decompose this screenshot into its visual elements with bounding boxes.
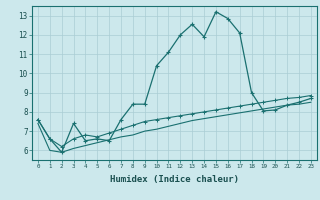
X-axis label: Humidex (Indice chaleur): Humidex (Indice chaleur) [110,175,239,184]
